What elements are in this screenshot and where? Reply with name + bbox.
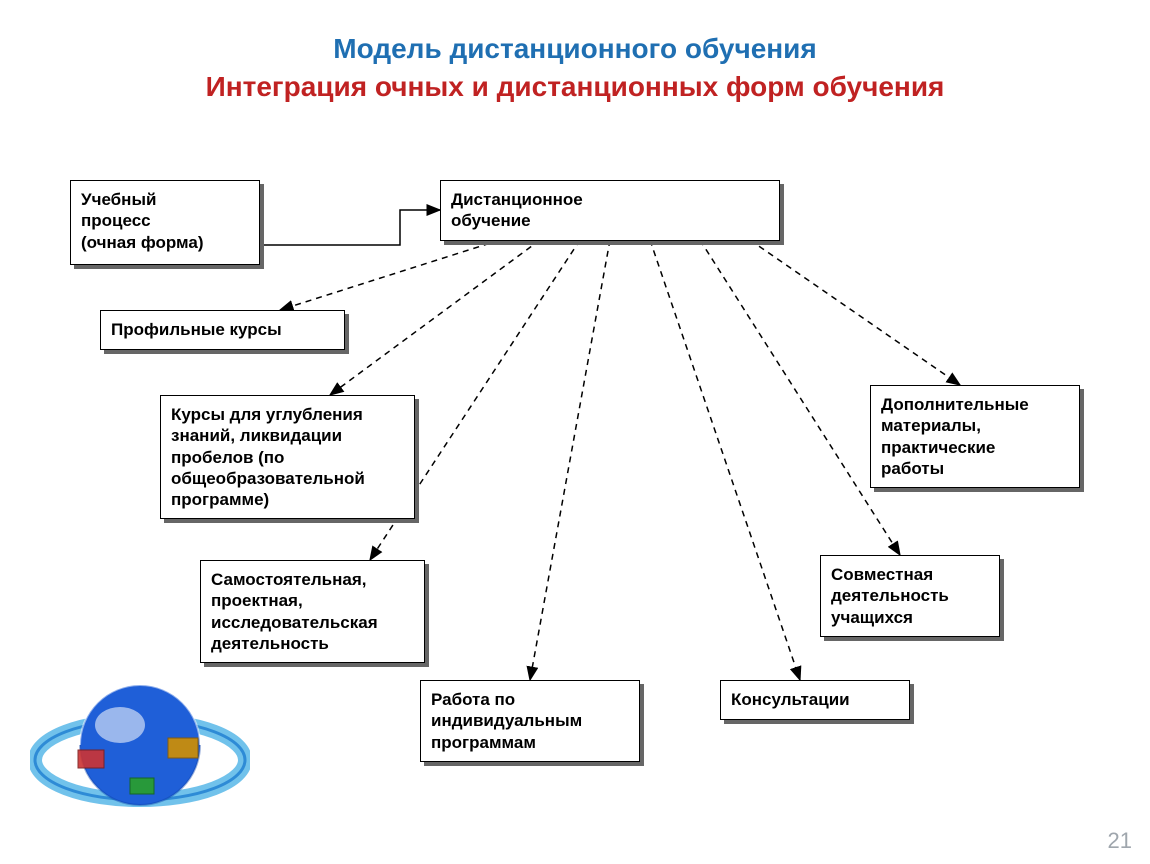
diagram-node-consult: Консультации (720, 680, 910, 720)
edge-distance-addmat (750, 240, 960, 385)
edge-distance-courses (330, 240, 540, 395)
diagram-node-profile: Профильные курсы (100, 310, 345, 350)
diagram-node-courses: Курсы для углублениязнаний, ликвидациипр… (160, 395, 415, 519)
diagram-node-joint: Совместнаядеятельностьучащихся (820, 555, 1000, 637)
diagram-node-addmat: Дополнительныематериалы,практическиерабо… (870, 385, 1080, 488)
diagram-node-process: Учебныйпроцесс(очная форма) (70, 180, 260, 265)
edge-process-distance (260, 210, 440, 245)
page-number: 21 (1108, 828, 1132, 854)
edge-distance-profile (280, 240, 500, 310)
diagram-node-selfwork: Самостоятельная,проектная,исследовательс… (200, 560, 425, 663)
diagram-node-distance: Дистанционноеобучение (440, 180, 780, 241)
edge-distance-consult (650, 240, 800, 680)
edge-distance-indiv (530, 240, 610, 680)
globe-illustration-icon (30, 650, 250, 840)
diagram-node-indiv: Работа поиндивидуальнымпрограммам (420, 680, 640, 762)
